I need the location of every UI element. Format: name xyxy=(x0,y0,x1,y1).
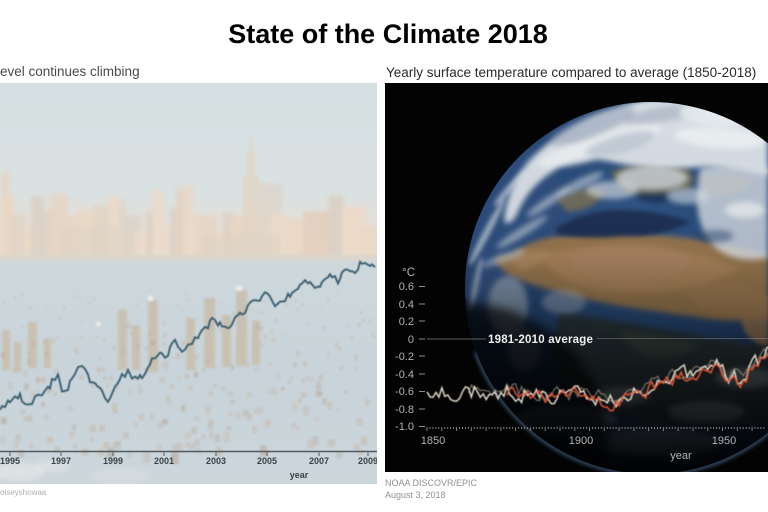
svg-text:2009: 2009 xyxy=(358,456,377,466)
svg-text:-0.4: -0.4 xyxy=(395,369,414,381)
svg-text:0.6: 0.6 xyxy=(399,281,414,293)
svg-text:1981-2010 average: 1981-2010 average xyxy=(488,334,593,346)
svg-text:1997: 1997 xyxy=(51,456,71,466)
svg-text:-0.6: -0.6 xyxy=(395,386,414,398)
svg-text:0: 0 xyxy=(408,334,414,346)
svg-text:year: year xyxy=(670,450,692,462)
svg-text:year: year xyxy=(290,470,309,480)
svg-text:2007: 2007 xyxy=(309,456,329,466)
svg-text:-0.2: -0.2 xyxy=(395,351,414,363)
svg-text:2001: 2001 xyxy=(154,456,174,466)
svg-text:1999: 1999 xyxy=(103,456,123,466)
svg-text:1950: 1950 xyxy=(712,435,736,447)
svg-text:1900: 1900 xyxy=(569,435,593,447)
svg-text:-1.0: -1.0 xyxy=(395,421,414,433)
svg-text:2005: 2005 xyxy=(257,456,277,466)
svg-text:1850: 1850 xyxy=(421,435,445,447)
svg-text:-0.8: -0.8 xyxy=(395,404,414,416)
svg-text:0.4: 0.4 xyxy=(399,299,414,311)
svg-text:0.2: 0.2 xyxy=(399,316,414,328)
svg-text:°C: °C xyxy=(402,267,415,279)
svg-text:2003: 2003 xyxy=(206,456,226,466)
svg-text:1995: 1995 xyxy=(0,456,20,466)
